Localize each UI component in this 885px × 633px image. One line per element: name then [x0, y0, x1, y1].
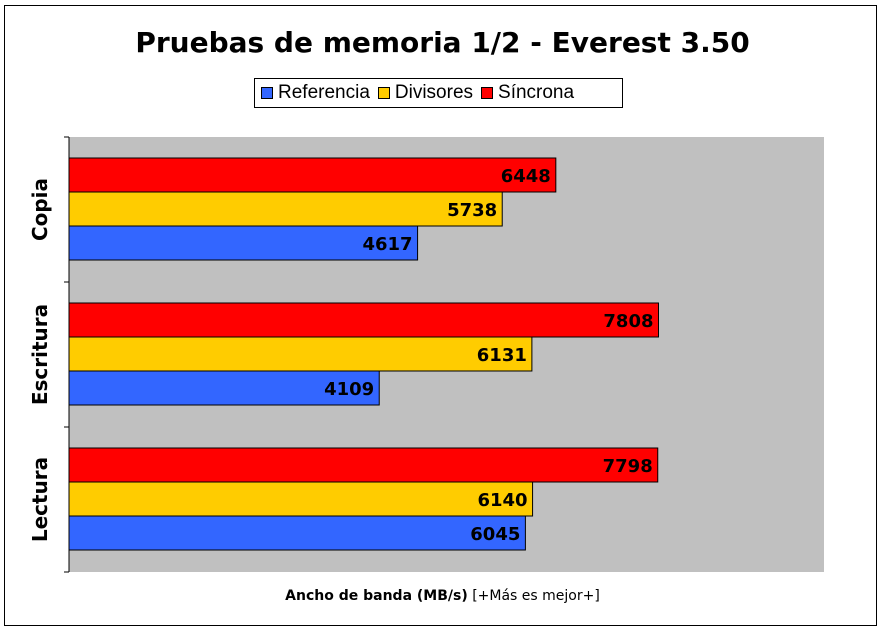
data-label: 6140	[477, 490, 527, 511]
data-label: 7798	[603, 456, 653, 477]
legend-swatch-divisores	[377, 87, 390, 99]
bar-lectura-referencia	[68, 515, 526, 551]
x-axis-title: Ancho de banda (MB/s) [+Más es mejor+]	[0, 588, 885, 604]
chart-title: Pruebas de memoria 1/2 - Everest 3.50	[135, 26, 750, 59]
bar-copia-referencia	[68, 225, 419, 261]
bar-copia-divisores	[68, 191, 503, 227]
category-label-copia: Copia	[28, 178, 52, 241]
legend-swatch-referencia	[261, 87, 273, 99]
legend-label-divisores: Divisores	[394, 82, 474, 103]
data-label: 7808	[603, 311, 653, 332]
data-label: 4109	[324, 379, 374, 400]
x-axis-title-main: Ancho de banda (MB/s)	[285, 588, 468, 604]
bar-escritura-sincrona	[68, 302, 660, 338]
legend-swatch-sincrona	[481, 87, 494, 99]
legend-item-divisores: Divisores	[377, 82, 474, 104]
legend-label-referencia: Referencia	[278, 82, 370, 103]
data-label: 6448	[501, 166, 551, 187]
legend-item-referencia: Referencia	[261, 82, 370, 104]
bar-escritura-divisores	[68, 336, 533, 372]
category-label-lectura: Lectura	[28, 457, 52, 542]
x-axis-title-note: [+Más es mejor+]	[467, 588, 600, 604]
data-label: 5738	[447, 200, 497, 221]
chart-legend: Referencia Divisores Síncrona	[254, 78, 623, 108]
bar-copia-sincrona	[68, 157, 557, 193]
category-label-escritura: Escritura	[28, 304, 52, 405]
data-label: 6045	[470, 524, 520, 545]
legend-item-sincrona: Síncrona	[481, 82, 574, 104]
data-label: 6131	[477, 345, 527, 366]
bar-escritura-referencia	[68, 370, 380, 406]
data-label: 4617	[362, 234, 412, 255]
bar-lectura-sincrona	[68, 447, 659, 483]
legend-label-sincrona: Síncrona	[498, 82, 575, 103]
bar-lectura-divisores	[68, 481, 534, 517]
